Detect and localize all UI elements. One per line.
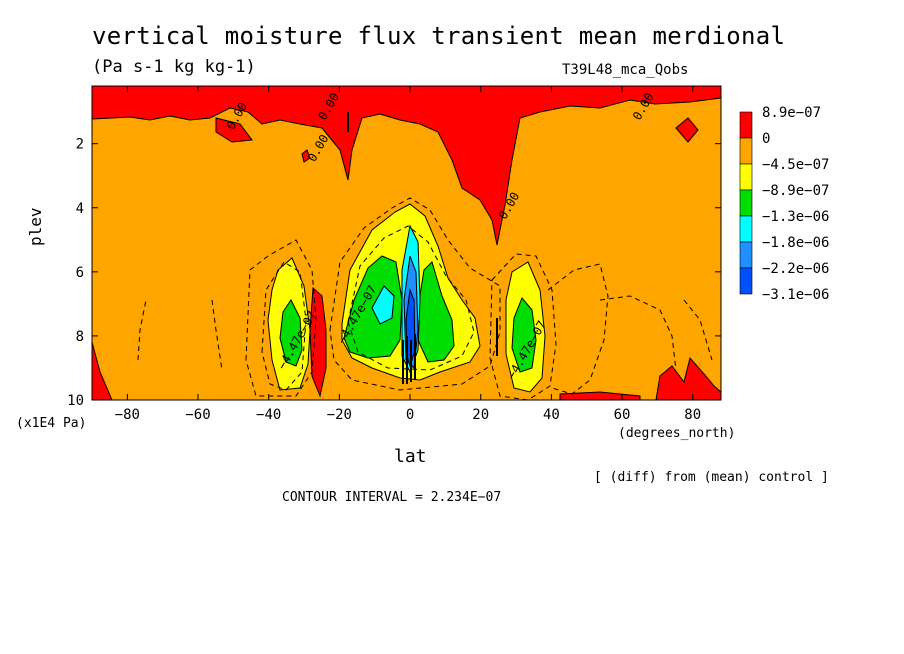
legend-swatch (739, 137, 753, 165)
x-tick-label: −60 (185, 407, 210, 423)
y-tick-label: 10 (67, 393, 84, 409)
positive-region-small-dot (301, 149, 311, 163)
legend-level-label: 8.9e−07 (762, 105, 821, 121)
legend-level-label: −3.1e−06 (762, 287, 829, 303)
y-tick-label: 4 (76, 201, 84, 217)
x-axis: −80 −60 −40 −20 0 20 40 60 80 (115, 86, 701, 423)
solid-contours (347, 112, 498, 384)
chart-units: (Pa s-1 kg kg-1) (92, 57, 256, 77)
x-tick-label: 60 (614, 407, 631, 423)
x-tick-label: −40 (256, 407, 281, 423)
x-axis-units: (degrees_north) (618, 426, 736, 441)
legend-level-label: −1.8e−06 (762, 235, 829, 251)
negative-region-cyan-core (371, 285, 395, 325)
legend-level-label: 0 (762, 131, 770, 147)
x-tick-label: −20 (327, 407, 352, 423)
negative-region-central-green-east (417, 261, 455, 363)
negative-region-north-green (511, 297, 537, 373)
y-tick-label: 2 (76, 137, 84, 153)
contour-interval: CONTOUR INTERVAL = 2.234E−07 (282, 490, 502, 505)
positive-region-bottom-center (559, 391, 641, 400)
positive-region-column (309, 286, 327, 398)
x-tick-label: 80 (684, 407, 701, 423)
positive-region-east-dot (675, 117, 699, 143)
x-axis-label: lat (394, 446, 427, 467)
legend-swatch (739, 111, 753, 139)
negative-region-south-green (279, 299, 303, 367)
chart-title: vertical moisture flux transient mean me… (92, 22, 786, 50)
x-tick-label: −80 (115, 407, 140, 423)
plot-area: 0.00 0.000.000.000.00−4.47e−07 −4.47e−07−4… (92, 86, 721, 400)
diff-note: [ (diff) from (mean) control ] (594, 470, 829, 485)
legend-level-label: −2.2e−06 (762, 261, 829, 277)
legend-level-label: −1.3e−06 (762, 209, 829, 225)
x-tick-label: 0 (406, 407, 414, 423)
y-axis-units: (x1E4 Pa) (16, 416, 87, 431)
color-legend: 8.9e−07 0 −4.5e−07 −8.9e−07 −1.3e−06 −1.8e−06… (739, 105, 829, 303)
x-tick-label: 20 (472, 407, 489, 423)
dashed-contours (137, 197, 713, 400)
legend-swatch (739, 189, 753, 217)
legend-level-label: −4.5e−07 (762, 157, 829, 173)
positive-region-top-left-lobe (215, 117, 253, 143)
legend-swatch (739, 267, 753, 295)
y-axis: 2 4 6 8 10 (67, 137, 721, 409)
positive-region-top-band (92, 86, 721, 246)
x-tick-label: 40 (543, 407, 560, 423)
y-tick-label: 6 (76, 265, 84, 281)
legend-swatch (739, 241, 753, 269)
legend-level-label: −8.9e−07 (762, 183, 829, 199)
legend-swatch (739, 215, 753, 243)
run-label: T39L48_mca_Qobs (562, 62, 689, 78)
positive-region-bottom-right (655, 356, 721, 400)
positive-region-bottom-left (92, 341, 113, 400)
y-tick-label: 8 (76, 329, 84, 345)
plot-frame (91, 85, 722, 401)
legend-swatch (739, 163, 753, 191)
